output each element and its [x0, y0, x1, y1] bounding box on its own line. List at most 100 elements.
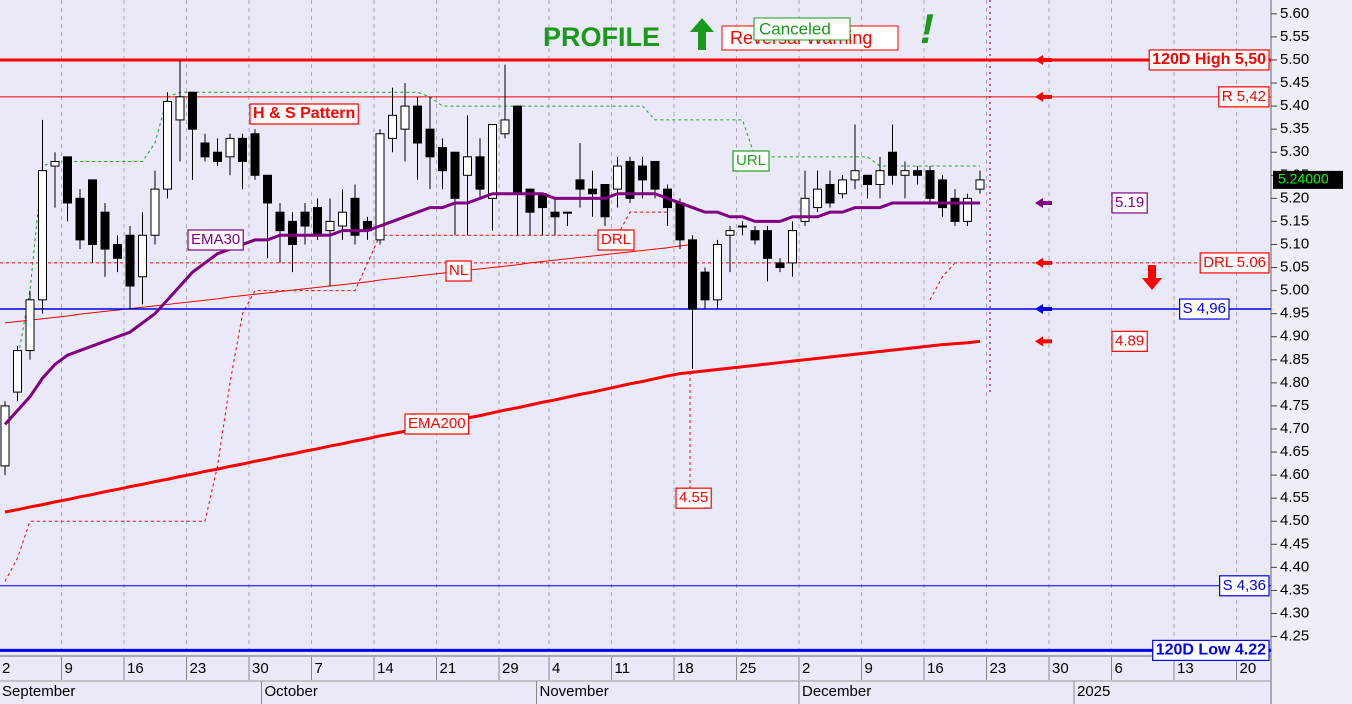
x-tick-label: 11 — [615, 660, 631, 677]
candle-body — [950, 197, 960, 222]
y-tick-label: 5.05 — [1280, 259, 1309, 276]
candle-body — [200, 142, 210, 158]
candle-body — [975, 179, 985, 190]
y-tick-label: 4.50 — [1280, 512, 1309, 529]
level-label: DRL 5.06 — [1203, 254, 1266, 271]
x-tick-label: 13 — [1177, 660, 1194, 677]
candle-body — [88, 179, 97, 245]
x-tick-label: 16 — [127, 660, 144, 677]
drl-low-label-box — [675, 487, 712, 509]
candle-body — [163, 100, 172, 190]
candle-body — [138, 234, 147, 278]
pattern-label-box — [249, 103, 359, 125]
candle-body — [63, 156, 72, 204]
x-tick-label: 30 — [252, 660, 269, 677]
candle-body — [400, 105, 410, 130]
marker-label-box — [1111, 330, 1148, 352]
candle-body — [275, 211, 285, 232]
candle-body — [713, 243, 722, 301]
month-label: December — [802, 683, 871, 700]
y-tick-label: 4.95 — [1280, 305, 1309, 322]
month-label: November — [540, 683, 609, 700]
candle-body — [575, 179, 585, 190]
level-arrow — [1035, 257, 1052, 268]
candle-body — [775, 262, 785, 269]
candle-body — [525, 188, 535, 213]
candle-body — [375, 133, 385, 241]
level-label: 120D High 5,50 — [1152, 51, 1266, 68]
marker-label: 5.19 — [1115, 194, 1144, 211]
level-label-box — [1219, 575, 1270, 597]
y-tick-label: 4.75 — [1280, 397, 1309, 414]
level-arrow — [1035, 54, 1052, 65]
series-label: EMA30 — [191, 231, 240, 248]
candle-body — [613, 165, 622, 190]
candle-body — [425, 128, 435, 158]
axis-background — [1271, 0, 1352, 704]
marker-arrow — [1035, 197, 1052, 208]
y-tick-label: 4.35 — [1280, 581, 1309, 598]
y-tick-label: 4.60 — [1280, 466, 1309, 483]
down-arrow — [1142, 265, 1162, 290]
candle-body — [700, 271, 710, 301]
x-tick-label: 14 — [377, 660, 394, 677]
series-label-box — [404, 413, 470, 435]
y-tick-label: 4.55 — [1280, 489, 1309, 506]
candle-body — [875, 170, 885, 186]
candle-body — [488, 124, 497, 199]
candle-body — [13, 350, 22, 393]
x-tick-label: 9 — [865, 660, 873, 677]
candle-body — [888, 151, 897, 176]
candle-body — [675, 202, 685, 241]
x-tick-label: 16 — [927, 660, 944, 677]
candle-body — [175, 96, 185, 121]
candle-body — [188, 91, 197, 130]
line-series — [4, 339, 981, 514]
level-label-box — [1218, 86, 1270, 108]
candle-body — [750, 230, 760, 241]
candle-body — [438, 147, 447, 172]
level-label: S 4,36 — [1223, 577, 1266, 594]
candle-body — [250, 133, 260, 176]
x-tick-label: 2 — [802, 660, 810, 677]
candle-body — [100, 211, 110, 250]
level-label: S 4,96 — [1183, 300, 1226, 317]
y-tick-label: 5.50 — [1280, 51, 1309, 68]
series-label: URL — [736, 152, 766, 169]
series-label: DRL — [601, 231, 631, 248]
candle-body — [325, 220, 335, 232]
y-tick-label: 5.55 — [1280, 28, 1309, 45]
candle-body — [625, 160, 635, 199]
candle-body — [913, 170, 922, 176]
marker-label-box — [1111, 192, 1148, 214]
candle-body — [813, 188, 822, 209]
candle-body — [263, 174, 272, 204]
y-tick-label: 4.65 — [1280, 443, 1309, 460]
series-label-box — [597, 229, 635, 251]
candle-body — [463, 156, 472, 176]
candle-body — [900, 170, 910, 176]
candle-body — [825, 184, 835, 204]
candle-body — [738, 225, 747, 228]
candle-body — [350, 197, 360, 236]
series-label: NL — [449, 262, 468, 279]
candle-body — [650, 160, 660, 190]
level-label-box — [1179, 298, 1230, 320]
x-tick-label: 7 — [315, 660, 323, 677]
candle-body — [475, 156, 485, 190]
y-tick-label: 4.40 — [1280, 558, 1309, 575]
profile-label: PROFILE — [543, 22, 660, 52]
candle-body — [288, 220, 297, 245]
canceled-label: Canceled — [759, 19, 831, 38]
candle-body — [938, 179, 947, 209]
candle-body — [225, 137, 235, 158]
candle-body — [150, 188, 160, 236]
line-series — [3, 192, 980, 426]
drl-low-label: 4.55 — [679, 489, 708, 506]
y-tick-label: 5.15 — [1280, 212, 1309, 229]
y-tick-label: 5.45 — [1280, 74, 1309, 91]
candle-body — [413, 105, 422, 144]
y-tick-label: 4.25 — [1280, 628, 1309, 645]
candle-body — [800, 197, 810, 222]
